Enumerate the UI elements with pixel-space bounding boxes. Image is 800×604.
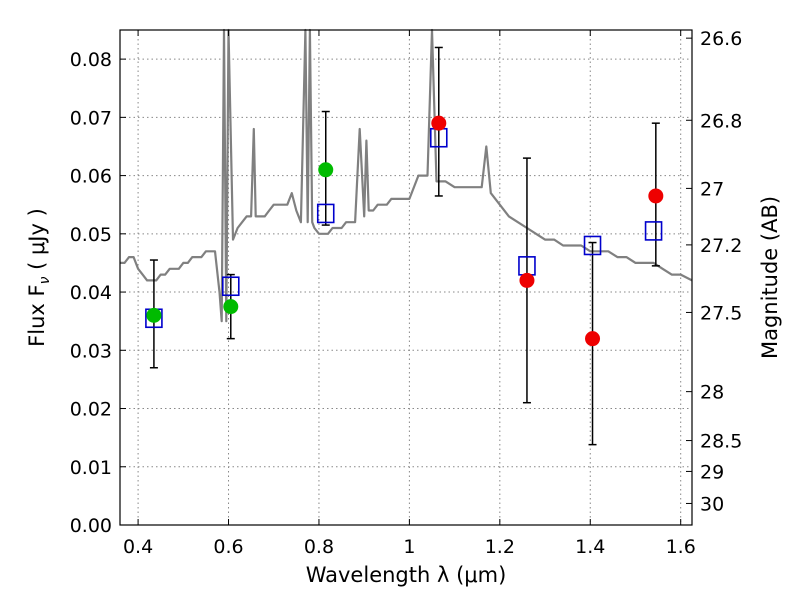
y-tick-label: 0.05: [70, 224, 112, 246]
y2-tick-label: 26.8: [700, 110, 742, 132]
x-tick-label: 1.2: [485, 536, 515, 558]
observed-point: [431, 115, 447, 131]
model-box-marker: [644, 221, 663, 241]
x-tick-label: 1.4: [575, 536, 605, 558]
x-tick-label: 0.4: [123, 536, 153, 558]
x-tick-label: 0.6: [213, 536, 243, 558]
plot-frame: [119, 29, 693, 526]
observed-point: [585, 331, 601, 347]
observed-point: [318, 162, 334, 178]
grid-layer: [120, 30, 692, 526]
y2-tick-label: 28.5: [700, 431, 742, 453]
model-box-marker: [583, 235, 602, 256]
y-tick-label: 0.07: [70, 107, 112, 129]
y-tick-label: 0.08: [70, 49, 112, 71]
y-axis-label-unit: ( μJy ): [25, 208, 49, 276]
x-tick-label: 0.8: [304, 536, 334, 558]
y-axis-label: Flux Fν ( μJy ): [25, 208, 53, 347]
y2-tick-label: 27.5: [700, 302, 742, 324]
observed-point: [146, 307, 162, 323]
observed-point: [223, 299, 239, 315]
x-tick-label: 1.6: [666, 536, 696, 558]
y-tick-label: 0.03: [70, 340, 112, 362]
tick-layer: 0.4 0.6 0.8 1 1.2 1.4 1.6 0.00 0.01 0.02 0.03 0.04 0…: [70, 28, 743, 558]
model-box-marker: [316, 203, 335, 224]
x-tick-label: 1: [403, 536, 415, 558]
y-tick-label: 0.02: [70, 399, 112, 421]
y2-axis-label: Magnitude (AB): [758, 196, 782, 359]
svg-text:Flux Fν ( μJy ): Flux Fν ( μJy ): [25, 208, 53, 347]
observed-point: [648, 188, 664, 204]
y-tick-label: 0.00: [70, 515, 112, 537]
x-axis-label: Wavelength λ (μm): [306, 563, 507, 587]
observed-point: [519, 272, 535, 288]
template-spectrum-line: [120, 28, 693, 323]
y2-tick-label: 28: [700, 382, 724, 404]
y2-tick-label: 26.6: [700, 28, 742, 50]
y2-tick-label: 27: [700, 178, 724, 200]
y2-tick-label: 29: [700, 461, 724, 483]
y-tick-label: 0.06: [70, 166, 112, 188]
y-tick-label: 0.01: [70, 457, 112, 479]
y-tick-label: 0.04: [70, 282, 112, 304]
model-box-marker: [221, 276, 240, 297]
y-axis-label-subscript: ν: [37, 276, 53, 284]
observed-point-layer: [146, 115, 664, 347]
y2-tick-label: 27.2: [700, 235, 742, 257]
y-axis-label-main: Flux F: [25, 284, 49, 346]
y2-tick-label: 30: [700, 493, 724, 515]
template-spectrum-layer: [120, 28, 693, 323]
